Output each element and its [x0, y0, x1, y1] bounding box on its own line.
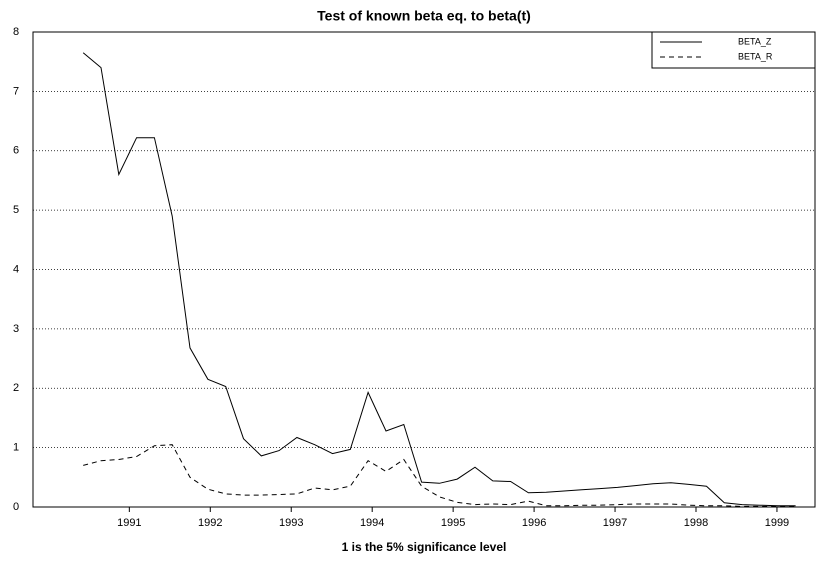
data-line [82, 52, 796, 507]
x-tick-label: 1991 [117, 517, 141, 529]
y-tick-label: 4 [13, 263, 19, 275]
x-axis-label: 1 is the 5% significance level [342, 540, 507, 554]
y-tick-label: 0 [13, 501, 19, 513]
x-tick-label: 1994 [360, 517, 384, 529]
y-tick-label: 5 [13, 204, 19, 216]
data-line [83, 444, 796, 507]
y-tick-label: 2 [13, 382, 19, 394]
y-tick-label: 3 [13, 323, 19, 335]
x-tick-label: 1992 [198, 517, 222, 529]
y-tick-label: 1 [13, 442, 19, 454]
y-tick-label: 7 [13, 85, 19, 97]
x-tick-label: 1995 [441, 517, 465, 529]
chart-title: Test of known beta eq. to beta(t) [317, 8, 531, 24]
x-tick-label: 1998 [684, 517, 708, 529]
y-tick-label: 6 [13, 145, 19, 157]
y-tick-label: 8 [13, 26, 19, 38]
legend-label: BETA_Z [738, 36, 772, 46]
legend-label: BETA_R [738, 51, 773, 61]
x-tick-label: 1997 [603, 517, 627, 529]
x-tick-label: 1999 [765, 517, 789, 529]
legend-box [651, 31, 816, 69]
x-tick-label: 1993 [279, 517, 303, 529]
x-tick-label: 1996 [522, 517, 546, 529]
